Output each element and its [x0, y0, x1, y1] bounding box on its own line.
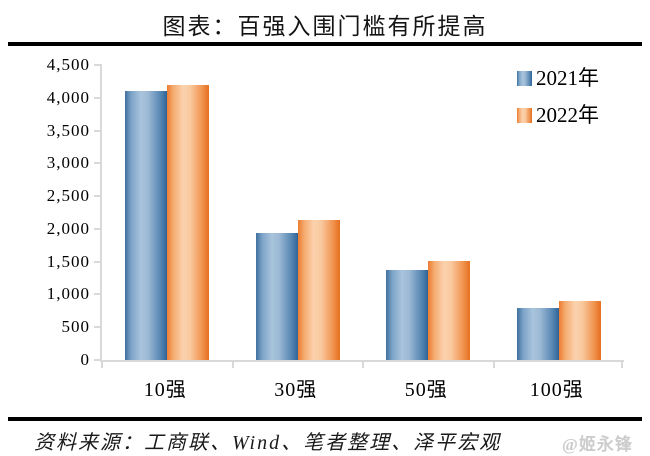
y-tick-label: 3,000: [46, 153, 90, 173]
x-axis-tick: [621, 362, 623, 368]
x-axis-tick: [362, 362, 364, 368]
y-tick-label: 2,000: [46, 218, 90, 238]
y-axis-tick: [94, 162, 102, 165]
bar-2021年-30强: [255, 233, 298, 360]
bar-2022年-100强: [558, 301, 601, 360]
chart-title: 图表：百强入围门槛有所提高: [162, 14, 488, 39]
y-axis-labels: 4,500 4,000 3,500 3,000 2,500 2,000 1,500 1,000…: [0, 55, 90, 370]
bar-2022年-30强: [297, 219, 340, 360]
bar-2022年-50强: [428, 261, 471, 360]
y-axis-tick: [94, 260, 102, 263]
watermark: @姬永锋: [562, 435, 633, 454]
y-axis-tick: [94, 129, 102, 132]
legend-label: 2022年: [536, 103, 599, 127]
legend-swatch-icon: [517, 70, 532, 86]
bar-2021年-50强: [386, 270, 429, 360]
y-tick-label: 4,000: [46, 87, 90, 107]
x-category-label: 30强: [274, 379, 318, 401]
legend-item-2021年: 2021年: [517, 66, 599, 90]
plot-area: [94, 64, 624, 368]
y-axis-tick: [94, 96, 102, 99]
legend-label: 2021年: [536, 66, 599, 90]
legend: 2021年 2022年: [517, 66, 599, 127]
y-axis-tick: [94, 293, 102, 296]
x-axis-labels: 10强 30强 50强 100强: [100, 373, 622, 402]
top-divider: [8, 42, 642, 46]
y-tick-label: 3,500: [46, 120, 90, 140]
y-tick-label: 4,500: [46, 55, 90, 74]
legend-item-2022年: 2022年: [517, 103, 599, 127]
bar-2021年-100强: [516, 308, 559, 360]
y-axis-tick: [94, 359, 102, 361]
y-axis-tick: [94, 195, 102, 198]
y-axis-tick: [94, 227, 102, 230]
x-category-label: 50强: [404, 379, 448, 401]
y-tick-label: 0: [80, 349, 90, 369]
x-axis-tick: [101, 362, 103, 368]
legend-swatch-icon: [517, 107, 532, 123]
bottom-divider: [8, 417, 642, 421]
x-axis-tick: [492, 362, 495, 368]
x-category-label: 100强: [529, 379, 584, 401]
y-tick-label: 1,000: [46, 284, 90, 304]
source-note: 资料来源：工商联、Wind、笔者整理、泽平宏观: [34, 432, 502, 454]
bar-2022年-10强: [167, 84, 210, 360]
y-tick-label: 1,500: [46, 251, 90, 271]
x-category-label: 10强: [143, 379, 187, 401]
x-axis-tick: [231, 362, 234, 368]
y-tick-label: 500: [61, 317, 90, 337]
y-axis-tick: [94, 326, 102, 329]
y-tick-label: 2,500: [46, 186, 90, 206]
bar-2021年-10强: [125, 91, 168, 360]
y-axis-tick: [94, 64, 102, 66]
